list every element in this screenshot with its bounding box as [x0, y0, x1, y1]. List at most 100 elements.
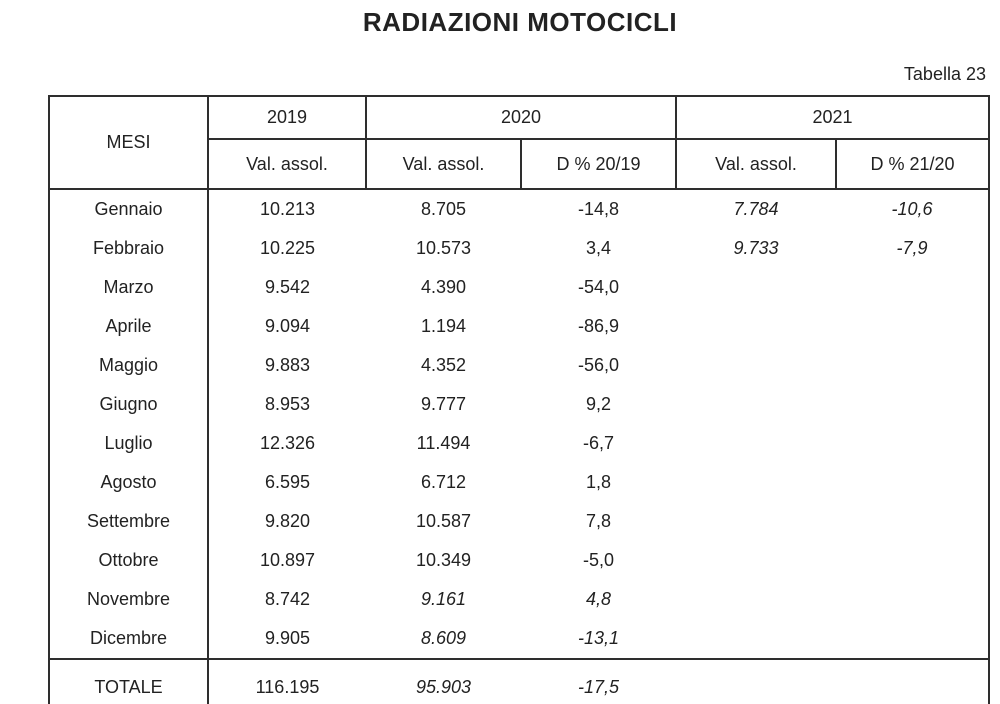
value-cell [836, 268, 989, 307]
value-cell: 10.573 [415, 238, 472, 258]
header-delta-21-20: D % 21/20 [835, 138, 991, 190]
value-cell: -10,6 [891, 199, 933, 219]
value-cell [836, 385, 989, 424]
table-body: Gennaio 10.213 8.705 -14,8 7.784 -10,6 F… [49, 189, 990, 704]
value-cell [836, 346, 989, 385]
value-cell: -54,0 [577, 277, 620, 297]
value-cell: 10.349 [415, 550, 472, 570]
value-cell: 4.390 [420, 277, 467, 297]
value-cell: 3,4 [585, 238, 612, 258]
value-cell: 4.352 [420, 355, 467, 375]
month-label: Agosto [49, 463, 209, 502]
table-row: Luglio 12.326 11.494 -6,7 [49, 424, 989, 463]
value-cell: 9.094 [264, 316, 311, 336]
value-cell: 7,8 [585, 511, 612, 531]
value-cell: 10.213 [259, 199, 316, 219]
value-cell: 9.733 [733, 238, 779, 258]
value-cell [676, 463, 836, 502]
header-mesi: MESI [48, 95, 209, 190]
value-cell [676, 541, 836, 580]
value-cell: 10.587 [415, 511, 472, 531]
table-row: Marzo 9.542 4.390 -54,0 [49, 268, 989, 307]
value-cell [836, 580, 989, 619]
value-cell: 4,8 [585, 589, 612, 609]
month-label: Aprile [49, 307, 209, 346]
value-cell: 10.897 [259, 550, 316, 570]
value-cell [676, 424, 836, 463]
table-row: Settembre 9.820 10.587 7,8 [49, 502, 989, 541]
month-label: Febbraio [49, 229, 209, 268]
month-label: Luglio [49, 424, 209, 463]
total-label: TOTALE [49, 658, 209, 704]
value-cell: 1,8 [585, 472, 612, 492]
value-cell: 9.883 [264, 355, 311, 375]
value-cell: 8.705 [420, 199, 467, 219]
value-cell: -14,8 [577, 199, 620, 219]
value-cell [676, 502, 836, 541]
value-cell: 9.820 [264, 511, 311, 531]
value-cell: 8.742 [264, 589, 311, 609]
value-cell: 11.494 [416, 433, 471, 453]
value-cell: 8.609 [420, 628, 467, 648]
total-value-cell [676, 658, 837, 704]
value-cell: 10.225 [259, 238, 316, 258]
value-cell [676, 268, 836, 307]
value-cell: 9.542 [264, 277, 311, 297]
month-label: Marzo [49, 268, 209, 307]
value-cell [836, 307, 989, 346]
value-cell: 9.905 [264, 628, 311, 648]
value-cell: 8.953 [264, 394, 311, 414]
value-cell: 9.777 [420, 394, 467, 414]
table-row: Giugno 8.953 9.777 9,2 [49, 385, 989, 424]
value-cell: -6,7 [582, 433, 615, 453]
header-val-assol-2019: Val. assol. [207, 138, 367, 190]
month-label: Dicembre [49, 619, 209, 659]
table-row: Maggio 9.883 4.352 -56,0 [49, 346, 989, 385]
table-row: Novembre 8.742 9.161 4,8 [49, 580, 989, 619]
value-cell: 6.712 [420, 472, 467, 492]
table-row: Agosto 6.595 6.712 1,8 [49, 463, 989, 502]
total-value-cell: -17,5 [521, 658, 677, 704]
value-cell: -7,9 [896, 238, 928, 258]
value-cell: 12.326 [259, 433, 316, 453]
month-label: Ottobre [49, 541, 209, 580]
value-cell: -56,0 [577, 355, 620, 375]
month-label: Settembre [49, 502, 209, 541]
header-year-row: MESI 2019 2020 2021 [48, 95, 991, 190]
value-cell: -86,9 [577, 316, 620, 336]
total-value-cell: 95.903 [366, 658, 521, 704]
header-year-2019: 2019 [207, 95, 367, 140]
header-measure-row: Val. assol. Val. assol. D % 20/19 Val. a… [49, 138, 991, 190]
page-title: RADIAZIONI MOTOCICLI [362, 7, 678, 37]
table-row: Gennaio 10.213 8.705 -14,8 7.784 -10,6 [49, 189, 989, 229]
value-cell [676, 580, 836, 619]
value-cell [836, 541, 989, 580]
table-row: Aprile 9.094 1.194 -86,9 [49, 307, 989, 346]
value-cell [676, 385, 836, 424]
table-number-label: Tabella 23 [903, 64, 986, 84]
value-cell: 1.194 [420, 316, 467, 336]
value-cell: -13,1 [577, 628, 620, 648]
total-row: TOTALE 116.195 95.903 -17,5 [49, 658, 990, 704]
total-value-cell: 116.195 [208, 658, 366, 704]
header-year-2021: 2021 [675, 95, 991, 140]
month-label: Gennaio [49, 189, 209, 229]
total-value-cell [836, 658, 990, 704]
value-cell: 6.595 [264, 472, 311, 492]
table-row: Febbraio 10.225 10.573 3,4 9.733 -7,9 [49, 229, 989, 268]
month-label: Novembre [49, 580, 209, 619]
header-val-assol-2020: Val. assol. [365, 138, 522, 190]
value-cell [836, 502, 989, 541]
radiazioni-motocicli-table: MESI 2019 2020 2021 Val. assol. Val. ass… [48, 95, 991, 704]
table-header: MESI 2019 2020 2021 Val. assol. Val. ass… [48, 95, 991, 190]
header-val-assol-2021: Val. assol. [675, 138, 838, 190]
month-label: Giugno [49, 385, 209, 424]
value-cell [676, 307, 836, 346]
value-cell [676, 346, 836, 385]
table-row: Ottobre 10.897 10.349 -5,0 [49, 541, 989, 580]
month-label: Maggio [49, 346, 209, 385]
value-cell: 7.784 [733, 199, 779, 219]
value-cell: 9.161 [420, 589, 467, 609]
value-cell: 9,2 [585, 394, 612, 414]
